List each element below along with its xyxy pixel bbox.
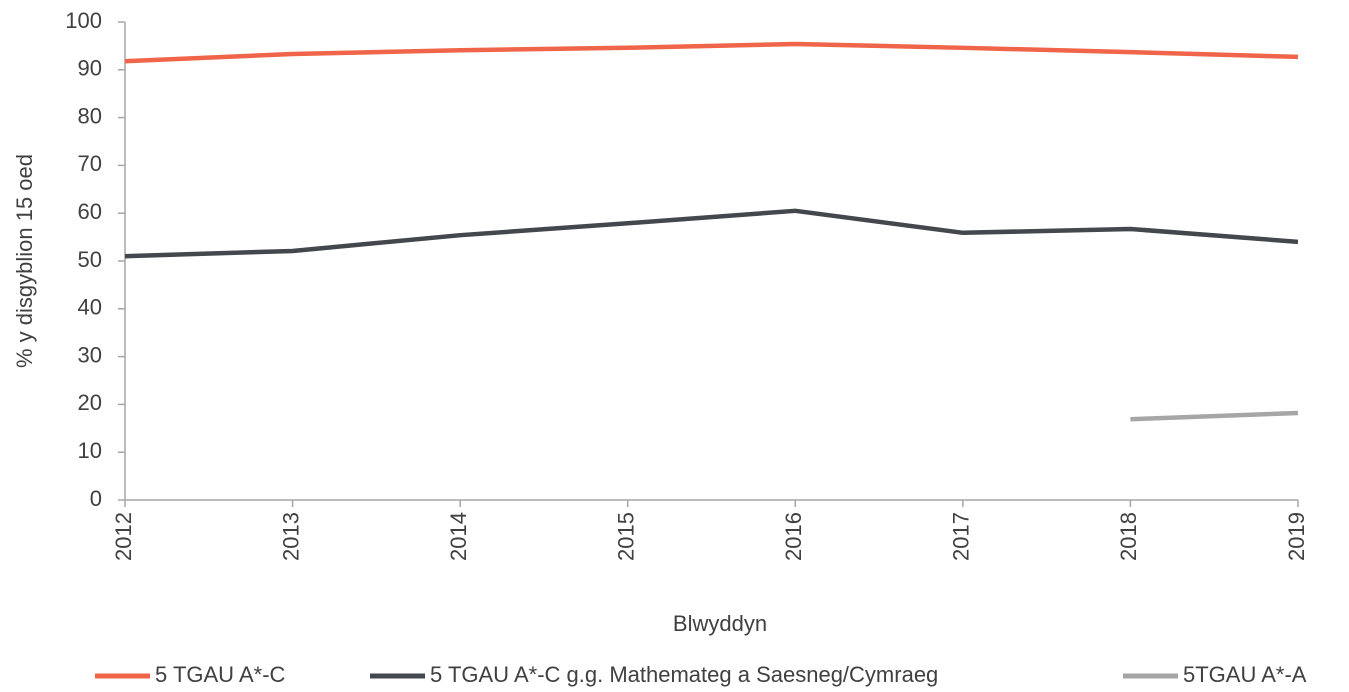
y-tick-label: 60 — [78, 199, 102, 224]
x-tick-label: 2019 — [1284, 512, 1309, 561]
y-tick-label: 90 — [78, 56, 102, 81]
y-tick-label: 40 — [78, 295, 102, 320]
y-axis-title: % y disgyblion 15 oed — [12, 154, 37, 368]
y-tick-label: 50 — [78, 247, 102, 272]
y-tick-label: 30 — [78, 342, 102, 367]
x-tick-label: 2015 — [614, 512, 639, 561]
y-tick-label: 80 — [78, 103, 102, 128]
series-line — [1130, 410, 1299, 422]
series-line — [124, 41, 1299, 64]
legend-label: 5 TGAU A*-C — [155, 662, 286, 687]
y-tick-label: 0 — [90, 486, 102, 511]
x-tick-label: 2012 — [111, 512, 136, 561]
x-tick-label: 2017 — [949, 512, 974, 561]
series-line — [124, 208, 1299, 259]
x-tick-label: 2014 — [446, 512, 471, 561]
legend-label: 5 TGAU A*-C g.g. Mathemateg a Saesneg/Cy… — [430, 662, 938, 687]
y-tick-label: 100 — [65, 8, 102, 33]
legend-label: 5TGAU A*-A — [1183, 662, 1307, 687]
x-tick-label: 2016 — [781, 512, 806, 561]
y-tick-label: 10 — [78, 438, 102, 463]
y-tick-label: 20 — [78, 390, 102, 415]
x-tick-label: 2018 — [1116, 512, 1141, 561]
x-axis-title: Blwyddyn — [673, 611, 767, 636]
x-tick-label: 2013 — [278, 512, 303, 561]
y-tick-label: 70 — [78, 151, 102, 176]
